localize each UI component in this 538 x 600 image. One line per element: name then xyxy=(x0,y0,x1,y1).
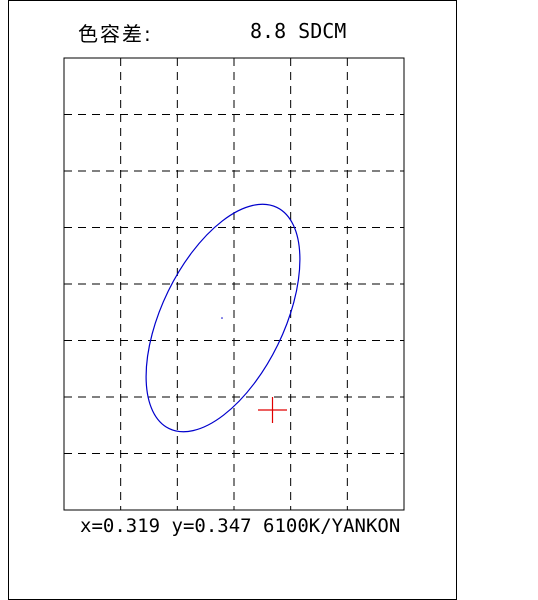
measured-point xyxy=(221,317,223,319)
color-tolerance-label: 色容差: xyxy=(78,22,153,46)
chromaticity-chart xyxy=(63,57,405,511)
macadam-ellipse xyxy=(145,203,301,433)
target-crosshair xyxy=(258,397,287,423)
sdcm-value: 8.8 SDCM xyxy=(250,19,347,43)
dashed-grid xyxy=(64,58,404,510)
chart-header: 色容差: 8.8 SDCM xyxy=(78,18,346,47)
coordinate-readout: x=0.319 y=0.347 6100K/YANKON xyxy=(80,515,401,537)
